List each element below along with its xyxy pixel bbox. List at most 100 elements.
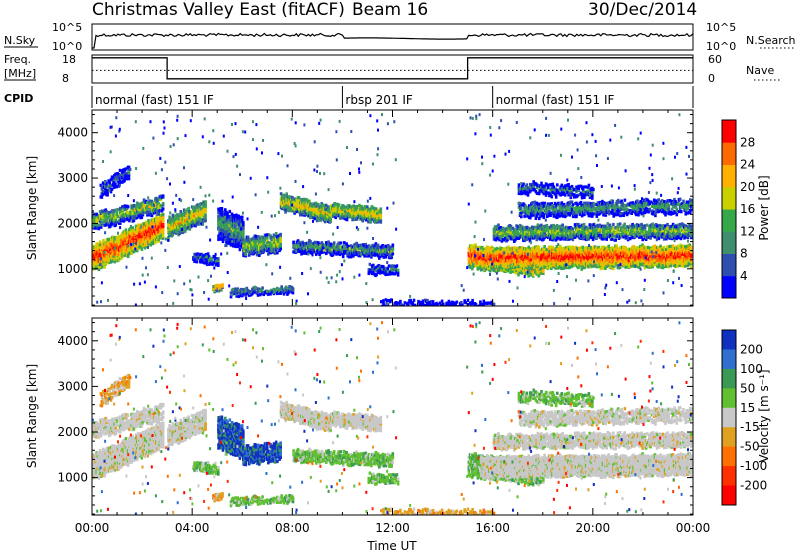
power-cell <box>566 250 570 254</box>
power-cell <box>566 245 570 249</box>
power-cell <box>382 301 385 305</box>
noise-left-tick-top: 10^5 <box>52 21 82 34</box>
power-cell <box>116 207 120 212</box>
power-cell <box>102 182 106 186</box>
power-cell <box>395 264 399 268</box>
power-cell <box>412 298 416 302</box>
power-cell <box>526 266 529 270</box>
power-cell <box>168 215 171 219</box>
power-cell <box>325 246 328 250</box>
power-cell <box>497 268 500 272</box>
power-cell <box>217 257 220 261</box>
power-cell <box>224 212 227 216</box>
power-cell <box>193 213 196 217</box>
power-cell <box>542 267 545 272</box>
power-cell <box>479 300 482 304</box>
power-cell <box>346 250 349 254</box>
power-cell <box>571 260 574 264</box>
power-cell <box>388 270 392 274</box>
power-cell <box>157 202 160 206</box>
power-cell <box>583 265 587 269</box>
power-cell <box>102 212 105 216</box>
power-cell <box>302 197 305 201</box>
power-cell <box>332 241 336 245</box>
power-cell <box>515 271 518 275</box>
power-cell <box>95 212 98 216</box>
power-cell <box>126 254 130 259</box>
power-cell <box>262 245 266 250</box>
power-cell <box>554 266 558 270</box>
power-cell <box>516 257 519 261</box>
power-cell <box>246 245 250 249</box>
power-cell <box>129 210 132 214</box>
power-cell <box>511 269 515 274</box>
power-cell <box>407 301 410 305</box>
power-cell <box>184 223 187 227</box>
power-cell <box>345 218 349 222</box>
power-cell <box>291 196 294 200</box>
power-cell <box>106 188 109 192</box>
power-cell <box>411 301 415 305</box>
power-cell <box>295 200 299 204</box>
power-cell <box>240 215 244 219</box>
power-cell <box>351 218 354 222</box>
power-cell <box>102 239 105 243</box>
power-cell <box>143 204 147 208</box>
power-cell <box>126 205 130 209</box>
power-cell <box>396 273 400 277</box>
power-cell <box>105 257 109 261</box>
power-cell <box>101 220 104 224</box>
power-cell <box>313 217 317 221</box>
power-cell <box>235 237 238 242</box>
power-cell <box>322 248 326 252</box>
power-cell <box>376 246 380 250</box>
power-cell <box>215 289 219 293</box>
power-cell <box>551 245 554 249</box>
power-cell <box>195 257 199 261</box>
power-cell <box>377 266 381 270</box>
power-cell <box>179 210 183 214</box>
power-cell <box>384 255 388 259</box>
power-cell <box>195 222 198 226</box>
power-cell <box>124 228 128 232</box>
power-cell <box>242 287 245 292</box>
power-cell <box>534 258 537 262</box>
noise-left-tick-bottom: 10^0 <box>52 40 82 53</box>
power-cell <box>380 300 383 304</box>
power-cell <box>97 223 101 227</box>
power-cell <box>147 232 150 236</box>
power-cell <box>256 293 260 297</box>
power-cell <box>107 179 110 183</box>
power-cell <box>161 227 165 232</box>
power-cell <box>156 227 159 232</box>
power-cell <box>509 270 512 274</box>
power-cell <box>218 223 221 227</box>
power-cell <box>157 206 160 210</box>
power-cell <box>108 183 112 187</box>
power-cell <box>423 303 427 306</box>
power-cell <box>390 255 393 259</box>
power-cell <box>148 199 151 203</box>
power-cell <box>492 302 496 306</box>
power-cell <box>155 215 158 219</box>
power-cell <box>262 250 266 254</box>
power-cell <box>98 219 102 223</box>
power-cell <box>204 202 207 206</box>
power-cell <box>123 169 126 173</box>
freq-tick-top: 18 <box>62 53 76 66</box>
power-cell <box>392 264 395 268</box>
power-cell <box>560 266 563 271</box>
power-cell <box>93 260 96 264</box>
power-cell <box>421 299 425 303</box>
power-cell <box>269 292 272 296</box>
power-cell <box>327 240 330 244</box>
power-cell <box>322 250 326 254</box>
power-cell <box>108 241 112 245</box>
power-cell <box>299 213 302 217</box>
power-cell <box>297 199 301 203</box>
power-cell <box>242 233 245 237</box>
power-cell <box>349 244 353 248</box>
power-cell <box>114 182 117 186</box>
power-cell <box>279 242 282 246</box>
power-cell <box>257 287 261 291</box>
